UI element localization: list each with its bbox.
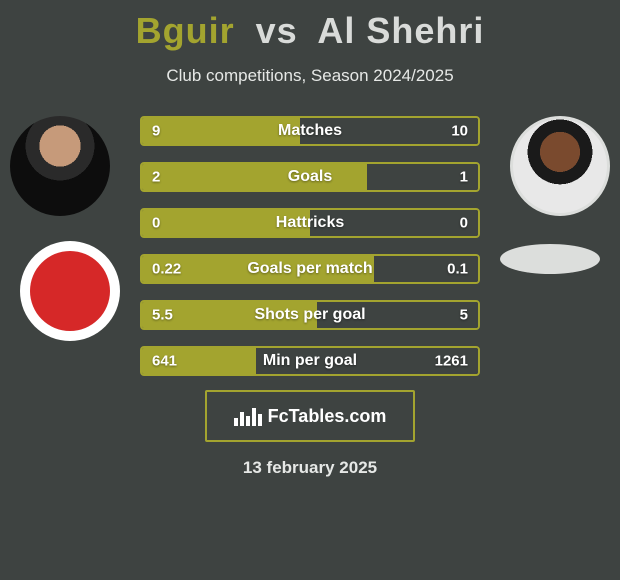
stat-label: Goals per match <box>247 260 372 278</box>
stat-value-left: 641 <box>152 353 177 370</box>
stat-row: 0 0 Hattricks <box>140 208 480 238</box>
stat-label: Min per goal <box>263 352 357 370</box>
player2-avatar <box>510 116 610 216</box>
branding-box: FcTables.com <box>205 390 415 442</box>
stat-row: 641 1261 Min per goal <box>140 346 480 376</box>
vs-text: vs <box>256 10 298 51</box>
stat-label: Hattricks <box>276 214 344 232</box>
player2-club-badge <box>500 244 600 274</box>
stat-value-left: 2 <box>152 169 160 186</box>
stat-value-left: 0 <box>152 215 160 232</box>
player1-avatar <box>10 116 110 216</box>
player1-club-badge <box>20 241 120 341</box>
stat-row: 2 1 Goals <box>140 162 480 192</box>
stat-value-left: 9 <box>152 123 160 140</box>
club-badge-icon <box>55 266 85 308</box>
snapshot-date: 13 february 2025 <box>243 458 377 478</box>
stat-label: Goals <box>288 168 332 186</box>
comparison-title: Bguir vs Al Shehri <box>0 0 620 52</box>
stat-value-left: 0.22 <box>152 261 181 278</box>
stat-value-left: 5.5 <box>152 307 173 324</box>
subtitle: Club competitions, Season 2024/2025 <box>0 66 620 86</box>
stat-value-right: 1261 <box>435 353 468 370</box>
stat-value-right: 5 <box>460 307 468 324</box>
stat-bars-container: 9 10 Matches 2 1 Goals 0 0 Hattricks 0.22 0.1 Goals… <box>140 116 480 392</box>
stat-row: 5.5 5 Shots per goal <box>140 300 480 330</box>
chart-icon <box>234 406 262 426</box>
stat-value-right: 0.1 <box>447 261 468 278</box>
stat-label: Shots per goal <box>254 306 365 324</box>
stat-fill-left <box>142 118 300 144</box>
player1-name: Bguir <box>136 10 235 51</box>
stat-value-right: 1 <box>460 169 468 186</box>
stat-fill-left <box>142 164 367 190</box>
stat-row: 9 10 Matches <box>140 116 480 146</box>
stat-row: 0.22 0.1 Goals per match <box>140 254 480 284</box>
stat-label: Matches <box>278 122 342 140</box>
brand-name: FcTables.com <box>268 406 387 427</box>
stat-value-right: 10 <box>451 123 468 140</box>
player2-name: Al Shehri <box>317 10 484 51</box>
stat-value-right: 0 <box>460 215 468 232</box>
